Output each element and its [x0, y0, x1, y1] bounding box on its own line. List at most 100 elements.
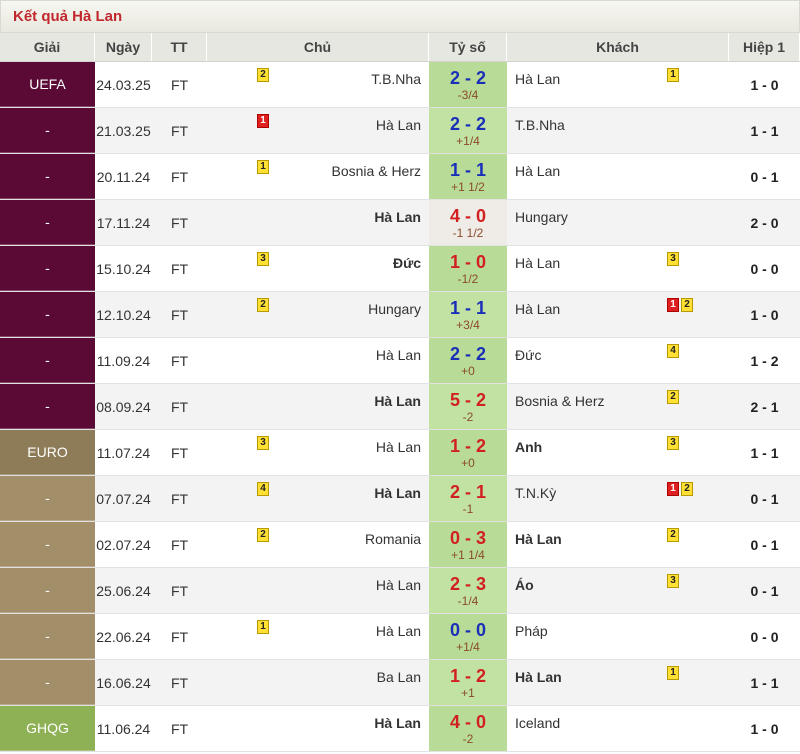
home-team-cell[interactable]: 2 Romania — [207, 522, 429, 567]
away-team-name[interactable]: Iceland — [515, 714, 561, 731]
match-score[interactable]: 1 - 0 — [449, 251, 487, 272]
home-team-cell[interactable]: Hà Lan — [207, 338, 429, 383]
home-team-cell[interactable]: Hà Lan — [207, 384, 429, 429]
table-row[interactable]: -08.09.24 FT Hà Lan 5 - 2 -2 Bosnia & Herz 2 2 … — [0, 384, 800, 430]
match-score[interactable]: 1 - 1 — [449, 159, 487, 180]
away-team-cell[interactable]: Pháp — [507, 614, 729, 659]
table-row[interactable]: EURO 11.07.24 FT 3 Hà Lan 1 - 2 +0 Anh 3 1 - 1 — [0, 430, 800, 476]
home-team-cell[interactable]: 1 Hà Lan — [207, 614, 429, 659]
match-score[interactable]: 0 - 3 — [449, 527, 487, 548]
league-cell[interactable]: EURO — [0, 430, 95, 475]
table-row[interactable]: -16.06.24 FT Ba Lan 1 - 2 +1 Hà Lan 1 1 - 1 — [0, 660, 800, 706]
score-cell[interactable]: 2 - 3 -1/4 — [429, 568, 507, 613]
away-team-name[interactable]: Pháp — [515, 622, 548, 639]
score-cell[interactable]: 1 - 0 -1/2 — [429, 246, 507, 291]
score-cell[interactable]: 0 - 3 +1 1/4 — [429, 522, 507, 567]
league-cell[interactable]: - — [0, 614, 95, 659]
away-team-cell[interactable]: Bosnia & Herz 2 — [507, 384, 729, 429]
away-team-cell[interactable]: Anh 3 — [507, 430, 729, 475]
away-team-name[interactable]: Hà Lan — [515, 162, 561, 179]
match-score[interactable]: 0 - 0 — [449, 619, 487, 640]
match-score[interactable]: 1 - 2 — [449, 435, 487, 456]
table-row[interactable]: GHQG 11.06.24 FT Hà Lan 4 - 0 -2 Iceland 1 - 0 — [0, 706, 800, 752]
home-team-cell[interactable]: 1 Bosnia & Herz — [207, 154, 429, 199]
league-cell[interactable]: - — [0, 246, 95, 291]
away-team-name[interactable]: Đức — [515, 346, 542, 363]
home-team-name[interactable]: Đức — [392, 254, 421, 271]
match-score[interactable]: 2 - 2 — [449, 67, 487, 88]
score-cell[interactable]: 1 - 1 +3/4 — [429, 292, 507, 337]
away-team-cell[interactable]: Hà Lan 1 — [507, 62, 729, 107]
away-team-name[interactable]: Hà Lan — [515, 300, 561, 317]
table-row[interactable]: -21.03.25 FT 1 Hà Lan 2 - 2 +1/4 T.B.Nha 1 - 1 — [0, 108, 800, 154]
away-team-name[interactable]: Bosnia & Herz — [515, 392, 605, 409]
away-team-name[interactable]: Hà Lan — [515, 254, 561, 271]
away-team-cell[interactable]: Hungary — [507, 200, 729, 245]
away-team-name[interactable]: Anh — [515, 438, 543, 455]
score-cell[interactable]: 1 - 2 +0 — [429, 430, 507, 475]
home-team-cell[interactable]: Hà Lan — [207, 706, 429, 751]
league-cell[interactable]: - — [0, 338, 95, 383]
away-team-cell[interactable]: Hà Lan 3 — [507, 246, 729, 291]
home-team-cell[interactable]: 1 Hà Lan — [207, 108, 429, 153]
score-cell[interactable]: 2 - 1 -1 — [429, 476, 507, 521]
league-cell[interactable]: - — [0, 292, 95, 337]
league-cell[interactable]: UEFA — [0, 62, 95, 107]
match-score[interactable]: 2 - 2 — [449, 113, 487, 134]
league-cell[interactable]: - — [0, 154, 95, 199]
score-cell[interactable]: 1 - 2 +1 — [429, 660, 507, 705]
home-team-name[interactable]: T.B.Nha — [371, 70, 421, 87]
home-team-name[interactable]: Bosnia & Herz — [331, 162, 421, 179]
home-team-name[interactable]: Ba Lan — [376, 668, 421, 685]
match-score[interactable]: 2 - 1 — [449, 481, 487, 502]
match-score[interactable]: 5 - 2 — [449, 389, 487, 410]
table-row[interactable]: -02.07.24 FT 2 Romania 0 - 3 +1 1/4 Hà Lan 2 0 -… — [0, 522, 800, 568]
score-cell[interactable]: 2 - 2 +0 — [429, 338, 507, 383]
match-score[interactable]: 2 - 3 — [449, 573, 487, 594]
home-team-name[interactable]: Hà Lan — [374, 392, 421, 409]
home-team-cell[interactable]: 4 Hà Lan — [207, 476, 429, 521]
league-cell[interactable]: - — [0, 108, 95, 153]
match-score[interactable]: 2 - 2 — [449, 343, 487, 364]
home-team-cell[interactable]: 2 Hungary — [207, 292, 429, 337]
table-row[interactable]: -22.06.24 FT 1 Hà Lan 0 - 0 +1/4 Pháp 0 - 0 — [0, 614, 800, 660]
league-cell[interactable]: - — [0, 384, 95, 429]
home-team-cell[interactable]: 3 Hà Lan — [207, 430, 429, 475]
home-team-name[interactable]: Hà Lan — [374, 208, 421, 225]
home-team-name[interactable]: Hà Lan — [375, 576, 421, 593]
table-row[interactable]: -07.07.24 FT 4 Hà Lan 2 - 1 -1 T.N.Kỳ 1 2 0 - 1 — [0, 476, 800, 522]
away-team-name[interactable]: Hà Lan — [515, 70, 561, 87]
table-row[interactable]: -25.06.24 FT Hà Lan 2 - 3 -1/4 Áo 3 0 - 1 — [0, 568, 800, 614]
league-cell[interactable]: - — [0, 200, 95, 245]
home-team-name[interactable]: Hà Lan — [375, 438, 421, 455]
home-team-name[interactable]: Hà Lan — [375, 116, 421, 133]
away-team-name[interactable]: Hà Lan — [515, 668, 562, 685]
away-team-cell[interactable]: T.N.Kỳ 1 2 — [507, 476, 729, 521]
home-team-cell[interactable]: Ba Lan — [207, 660, 429, 705]
home-team-name[interactable]: Hà Lan — [375, 622, 421, 639]
score-cell[interactable]: 4 - 0 -2 — [429, 706, 507, 751]
away-team-name[interactable]: T.B.Nha — [515, 116, 565, 133]
home-team-cell[interactable]: Hà Lan — [207, 568, 429, 613]
away-team-name[interactable]: Hà Lan — [515, 530, 562, 547]
away-team-cell[interactable]: Áo 3 — [507, 568, 729, 613]
away-team-cell[interactable]: Hà Lan 1 2 — [507, 292, 729, 337]
home-team-cell[interactable]: Hà Lan — [207, 200, 429, 245]
table-row[interactable]: -15.10.24 FT 3 Đức 1 - 0 -1/2 Hà Lan 3 0 - 0 — [0, 246, 800, 292]
score-cell[interactable]: 5 - 2 -2 — [429, 384, 507, 429]
home-team-cell[interactable]: 3 Đức — [207, 246, 429, 291]
home-team-name[interactable]: Hà Lan — [375, 346, 421, 363]
table-row[interactable]: -20.11.24 FT 1 Bosnia & Herz 1 - 1 +1 1/2 Hà L… — [0, 154, 800, 200]
home-team-name[interactable]: Hà Lan — [374, 714, 421, 731]
away-team-cell[interactable]: Đức 4 — [507, 338, 729, 383]
home-team-cell[interactable]: 2 T.B.Nha — [207, 62, 429, 107]
match-score[interactable]: 1 - 1 — [449, 297, 487, 318]
league-cell[interactable]: - — [0, 568, 95, 613]
away-team-cell[interactable]: Hà Lan 1 — [507, 660, 729, 705]
table-row[interactable]: -11.09.24 FT Hà Lan 2 - 2 +0 Đức 4 1 - 2 — [0, 338, 800, 384]
league-cell[interactable]: GHQG — [0, 706, 95, 751]
score-cell[interactable]: 0 - 0 +1/4 — [429, 614, 507, 659]
score-cell[interactable]: 2 - 2 +1/4 — [429, 108, 507, 153]
home-team-name[interactable]: Hà Lan — [374, 484, 421, 501]
score-cell[interactable]: 2 - 2 -3/4 — [429, 62, 507, 107]
